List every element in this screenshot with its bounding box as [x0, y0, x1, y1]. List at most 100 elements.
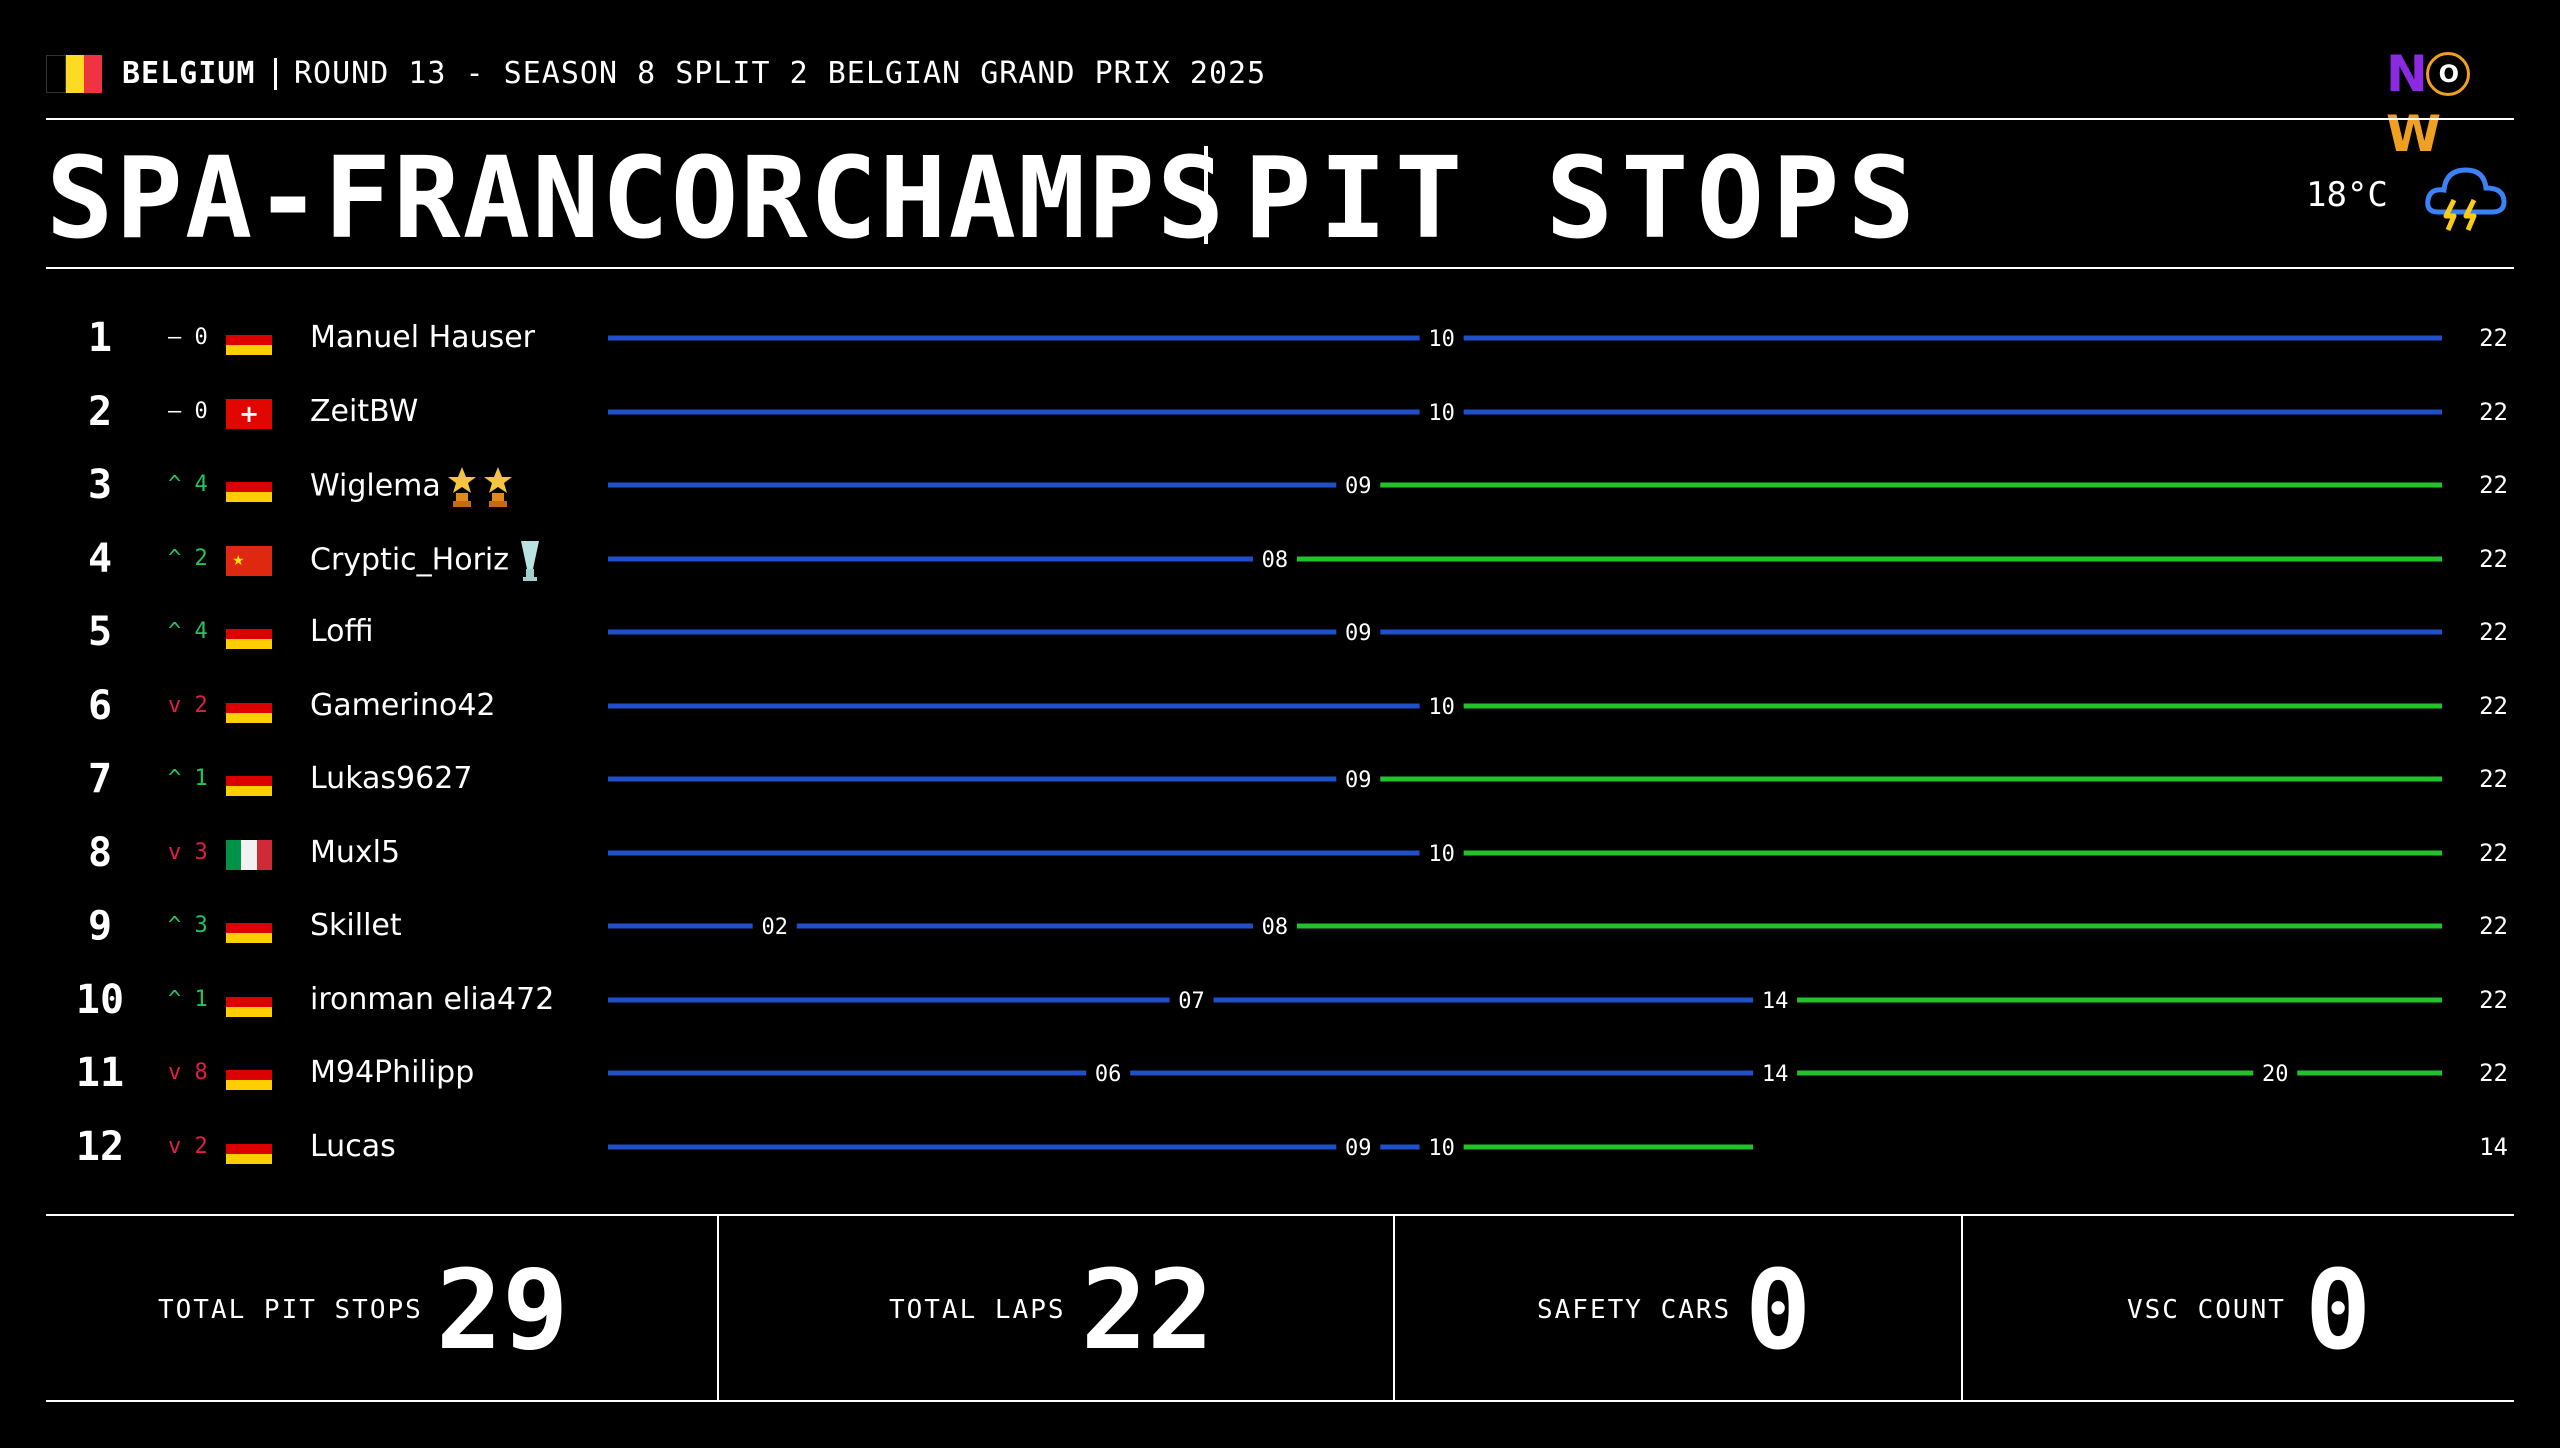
stint-timeline: 08	[608, 548, 2442, 573]
driver-name: Manuel Hauser	[310, 318, 535, 358]
total-laps-box: TOTAL LAPS 22	[719, 1216, 1393, 1402]
germany-flag	[226, 913, 272, 943]
table-row: 10 ^ 1 ironman elia472 07 14 22	[0, 964, 2560, 1037]
position-change: v 2	[168, 1133, 208, 1159]
pit-stop-lap: 09	[1345, 1136, 1372, 1161]
table-row: 4 ^ 2 ★ Cryptic_Horiz 08 22	[0, 523, 2560, 596]
position: 2	[87, 388, 113, 435]
driver-name: Skillet	[310, 906, 402, 946]
position-change: ^ 4	[168, 619, 208, 644]
position: 4	[87, 535, 113, 582]
driver-name: Loffi	[310, 612, 374, 652]
laps-completed: 22	[2479, 324, 2508, 352]
total-pit-stops-value: 29	[436, 1246, 569, 1374]
position: 8	[87, 829, 113, 876]
position: 1	[87, 315, 113, 361]
driver-label: Cryptic_Horiz	[310, 542, 509, 577]
table-row: 1 – 0 Manuel Hauser 10 22	[0, 302, 2560, 375]
laps-completed: 22	[2479, 691, 2508, 720]
pit-stop-lap: 10	[1428, 695, 1455, 720]
driver-name: M94Philipp	[310, 1053, 474, 1093]
driver-label: Gamerino42	[310, 687, 496, 723]
footer-divider	[1961, 1216, 1963, 1402]
laps-completed: 22	[2479, 397, 2508, 426]
safety-cars-label: SAFETY CARS	[1537, 1295, 1732, 1325]
stint-timeline: 06 14 20	[608, 1062, 2442, 1087]
driver-label: Loffi	[310, 614, 374, 649]
stint-timeline: 10	[608, 401, 2442, 426]
total-pit-stops-box: TOTAL PIT STOPS 29	[46, 1216, 717, 1402]
safety-cars-box: SAFETY CARS 0	[1395, 1216, 1961, 1402]
temperature: 18°C	[2306, 175, 2388, 215]
germany-flag	[226, 766, 272, 796]
position-change: ^ 4	[168, 472, 208, 497]
pit-stop-lap: 14	[1762, 1062, 1789, 1087]
pit-stop-lap: 08	[1262, 915, 1289, 940]
driver-label: ironman elia472	[310, 981, 555, 1017]
belgium-flag	[46, 55, 102, 93]
driver-label: Lukas9627	[310, 761, 473, 796]
driver-label: Wiglema	[310, 468, 441, 504]
stint-timeline: 09	[608, 474, 2442, 499]
position-change: – 0	[168, 398, 208, 424]
germany-flag	[226, 1133, 272, 1164]
position-change: v 2	[168, 692, 208, 718]
china-flag: ★	[226, 545, 272, 576]
germany-flag	[226, 986, 272, 1017]
germany-flag	[226, 619, 272, 649]
total-pit-stops-label: TOTAL PIT STOPS	[158, 1295, 423, 1325]
position: 6	[87, 682, 113, 729]
vsc-count-box: VSC COUNT 0	[1963, 1216, 2514, 1402]
stint-timeline: 07 14	[608, 989, 2442, 1014]
position-change: v 8	[168, 1060, 208, 1085]
pit-stop-lap: 06	[1095, 1062, 1122, 1087]
pit-stop-lap: 09	[1345, 621, 1372, 646]
driver-name: Wiglema	[310, 465, 513, 509]
stint-timeline: 10	[608, 695, 2442, 720]
position-change: ^ 3	[168, 913, 208, 938]
driver-name: Lukas9627	[310, 759, 472, 799]
pit-stop-lap: 10	[1428, 842, 1455, 867]
stint-timeline: 09 10	[608, 1136, 1754, 1161]
table-row: 8 v 3 Muxl5 10 22	[0, 817, 2560, 890]
stint-timeline: 09	[608, 768, 2442, 793]
germany-flag	[226, 692, 272, 723]
position-change: v 3	[168, 839, 208, 865]
laps-completed: 22	[2479, 838, 2508, 867]
star-trophy-icon	[483, 467, 512, 507]
table-row: 5 ^ 4 Loffi 09 22	[0, 596, 2560, 669]
header-rule	[46, 118, 2514, 120]
pit-stop-lap: 14	[1762, 989, 1789, 1014]
position-change: – 0	[168, 325, 208, 350]
driver-label: ZeitBW	[310, 393, 419, 429]
switzerland-flag: +	[226, 398, 272, 429]
total-laps-value: 22	[1081, 1246, 1214, 1374]
laps-completed: 22	[2479, 1059, 2508, 1087]
pit-stop-lap: 02	[761, 915, 788, 940]
germany-flag	[226, 1060, 272, 1090]
pit-stop-lap: 10	[1428, 327, 1455, 352]
pit-stop-lap: 10	[1428, 401, 1455, 426]
laps-completed: 22	[2479, 985, 2508, 1014]
position: 11	[75, 1050, 125, 1096]
position: 12	[75, 1123, 125, 1170]
footer-divider	[717, 1216, 719, 1402]
driver-name: Gamerino42	[310, 686, 496, 726]
footer-bottom-rule	[46, 1400, 2514, 1402]
position: 7	[87, 756, 113, 802]
driver-label: M94Philipp	[310, 1055, 475, 1090]
pit-stop-lap: 07	[1178, 989, 1205, 1014]
pit-stop-lap: 10	[1428, 1136, 1455, 1161]
driver-label: Lucas	[310, 1128, 396, 1164]
germany-flag	[226, 472, 272, 502]
country-name: BELGIUM	[122, 56, 256, 91]
driver-label: Manuel Hauser	[310, 320, 535, 355]
table-row: 7 ^ 1 Lukas9627 09 22	[0, 743, 2560, 816]
stint-timeline: 10	[608, 842, 2442, 867]
thunderstorm-icon	[2425, 167, 2507, 231]
stint-timeline: 09	[608, 621, 2442, 646]
total-laps-label: TOTAL LAPS	[889, 1295, 1066, 1325]
vsc-count-value: 0	[2305, 1246, 2372, 1374]
laps-completed: 14	[2479, 1132, 2508, 1161]
laps-completed: 22	[2479, 544, 2508, 573]
